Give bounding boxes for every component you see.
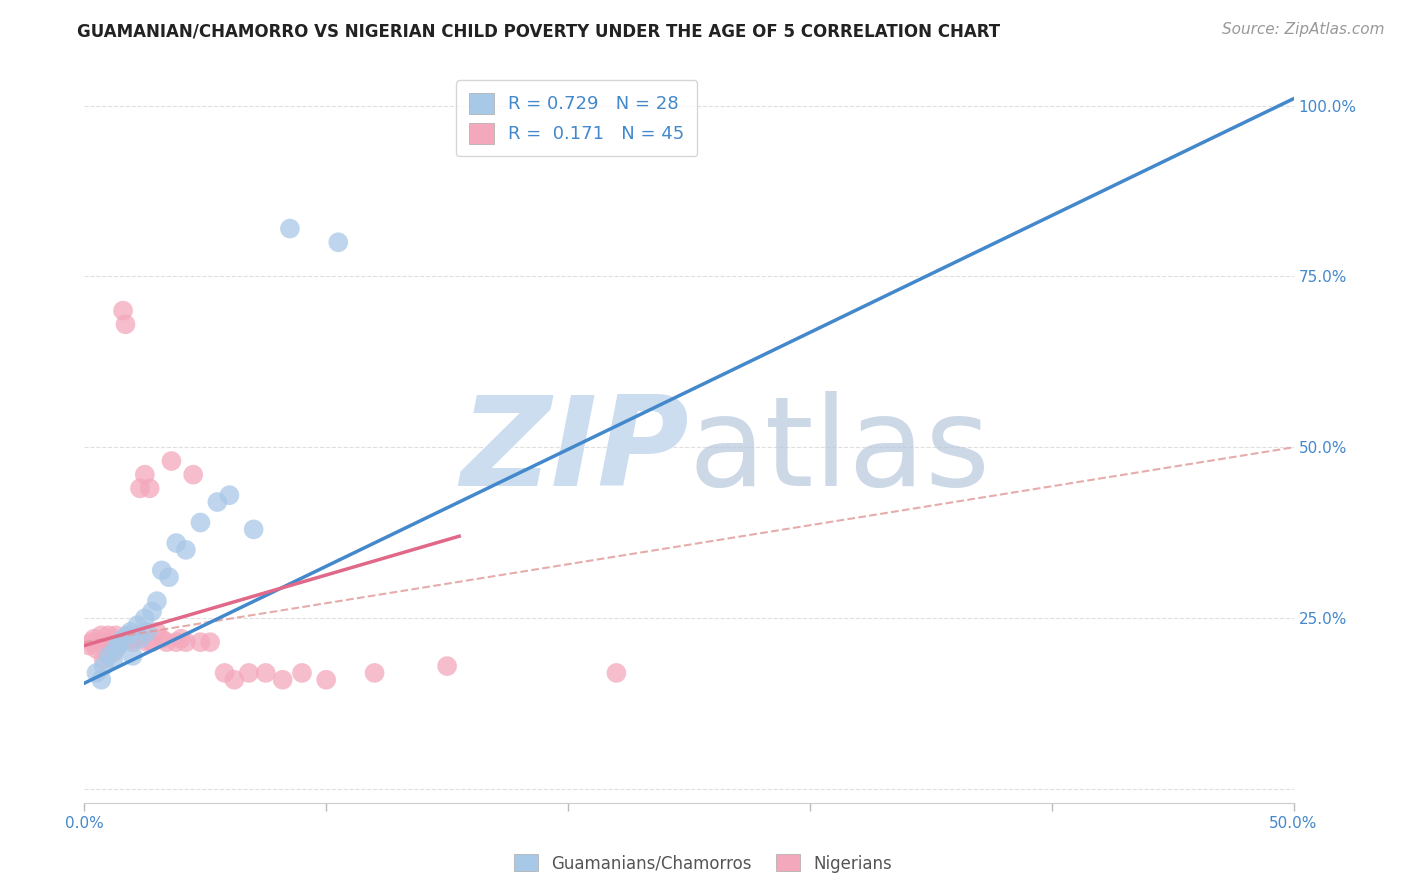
Point xyxy=(181,467,204,482)
Point xyxy=(207,495,229,509)
Point xyxy=(146,594,169,608)
Point xyxy=(77,639,100,653)
Point xyxy=(271,673,294,687)
Point xyxy=(436,659,458,673)
Point xyxy=(363,665,385,680)
Point xyxy=(138,481,160,495)
Point xyxy=(80,635,103,649)
Point xyxy=(150,563,173,577)
Point xyxy=(93,659,115,673)
Point xyxy=(238,665,260,680)
Point xyxy=(121,648,143,663)
Point xyxy=(155,635,177,649)
Point xyxy=(141,635,163,649)
Point xyxy=(110,635,132,649)
Point xyxy=(146,624,169,639)
Point xyxy=(174,542,197,557)
Point xyxy=(218,488,240,502)
Point xyxy=(165,536,187,550)
Point xyxy=(112,632,135,646)
Legend: R = 0.729   N = 28, R =  0.171   N = 45: R = 0.729 N = 28, R = 0.171 N = 45 xyxy=(456,80,697,156)
Point xyxy=(83,632,105,646)
Point xyxy=(129,632,152,646)
Point xyxy=(165,635,187,649)
Point xyxy=(214,665,236,680)
Point xyxy=(198,635,221,649)
Point xyxy=(94,635,117,649)
Point xyxy=(110,635,132,649)
Point xyxy=(278,221,301,235)
Point xyxy=(107,639,129,653)
Point xyxy=(104,642,127,657)
Point xyxy=(86,642,108,657)
Point xyxy=(160,454,183,468)
Point xyxy=(157,570,180,584)
Point xyxy=(150,632,173,646)
Point xyxy=(120,632,142,646)
Point xyxy=(117,628,139,642)
Point xyxy=(190,635,212,649)
Point xyxy=(291,665,314,680)
Point xyxy=(120,624,142,639)
Point xyxy=(97,648,120,663)
Point xyxy=(86,665,108,680)
Point xyxy=(127,618,149,632)
Point xyxy=(134,611,156,625)
Point xyxy=(103,652,125,666)
Point xyxy=(136,635,159,649)
Point xyxy=(315,673,337,687)
Legend: Guamanians/Chamorros, Nigerians: Guamanians/Chamorros, Nigerians xyxy=(508,847,898,880)
Point xyxy=(121,635,143,649)
Text: GUAMANIAN/CHAMORRO VS NIGERIAN CHILD POVERTY UNDER THE AGE OF 5 CORRELATION CHAR: GUAMANIAN/CHAMORRO VS NIGERIAN CHILD POV… xyxy=(77,22,1001,40)
Point xyxy=(127,628,149,642)
Point xyxy=(90,673,112,687)
Point xyxy=(87,635,110,649)
Point xyxy=(136,624,159,639)
Point xyxy=(328,235,350,250)
Point xyxy=(90,628,112,642)
Point xyxy=(103,645,125,659)
Point xyxy=(124,632,146,646)
Point xyxy=(104,628,127,642)
Point xyxy=(190,516,212,530)
Point xyxy=(605,665,627,680)
Point xyxy=(93,652,115,666)
Point xyxy=(174,635,197,649)
Point xyxy=(242,522,264,536)
Text: Source: ZipAtlas.com: Source: ZipAtlas.com xyxy=(1222,22,1385,37)
Point xyxy=(224,673,246,687)
Point xyxy=(141,604,163,618)
Text: atlas: atlas xyxy=(689,392,991,512)
Point xyxy=(112,303,135,318)
Point xyxy=(114,318,136,332)
Point xyxy=(170,632,193,646)
Point xyxy=(97,628,120,642)
Text: ZIP: ZIP xyxy=(460,392,689,512)
Point xyxy=(117,628,139,642)
Point xyxy=(100,635,122,649)
Point xyxy=(134,467,156,482)
Point xyxy=(129,481,152,495)
Point xyxy=(254,665,277,680)
